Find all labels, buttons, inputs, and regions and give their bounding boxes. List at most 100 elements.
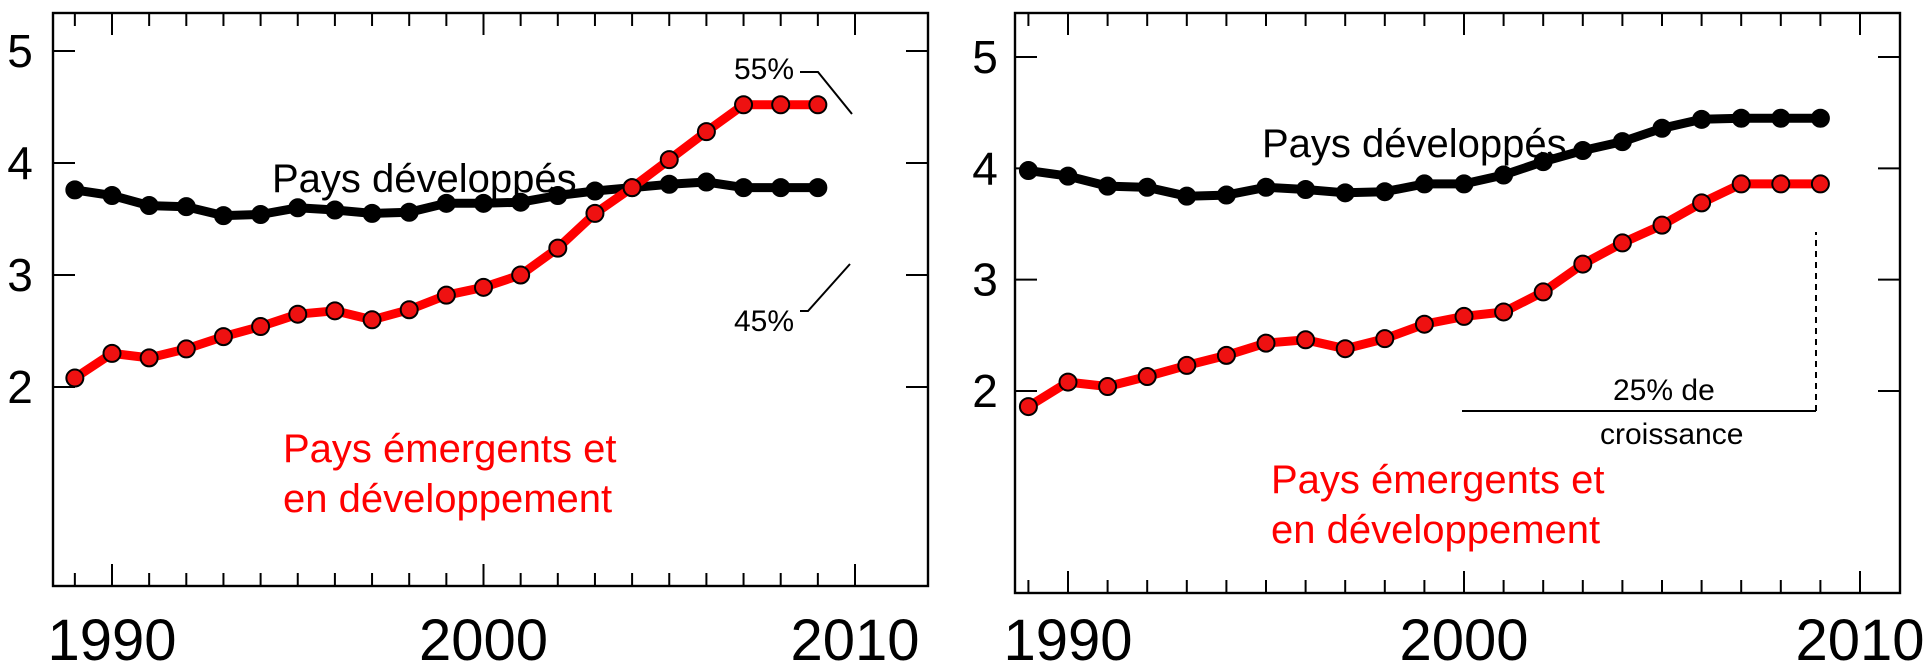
emerging-series-line bbox=[70, 100, 823, 383]
left-chart: 1990 2000 2010 2 3 4 5 Pays développés Pays ém… bbox=[7, 11, 930, 665]
right-growth-annotation-line1: 25% de bbox=[1613, 374, 1715, 407]
emerging-data-point bbox=[176, 339, 196, 359]
x-tick-label: 2010 bbox=[790, 608, 919, 665]
developed-data-point bbox=[362, 203, 382, 223]
emerging-data-point bbox=[585, 203, 605, 223]
developed-data-point bbox=[1771, 108, 1791, 128]
emerging-data-point bbox=[1573, 254, 1593, 274]
emerging-data-point bbox=[1414, 314, 1434, 334]
x-tick-label: 2000 bbox=[1399, 608, 1528, 665]
y-tick-label: 2 bbox=[7, 361, 33, 413]
right-plot-frame bbox=[1013, 11, 1902, 595]
developed-data-point bbox=[1810, 108, 1830, 128]
developed-data-point bbox=[176, 197, 196, 217]
emerging-data-point bbox=[1494, 302, 1514, 322]
right-developed-label: Pays développés bbox=[1262, 122, 1567, 166]
y-tick-label: 2 bbox=[972, 365, 998, 417]
emerging-data-point bbox=[251, 317, 271, 337]
developed-data-point bbox=[288, 198, 308, 218]
x-tick-label: 2000 bbox=[419, 608, 548, 665]
emerging-data-point bbox=[696, 122, 716, 142]
emerging-data-point bbox=[511, 265, 531, 285]
emerging-data-point bbox=[325, 301, 345, 321]
emerging-data-point bbox=[1137, 367, 1157, 387]
developed-data-point bbox=[1494, 165, 1514, 185]
developed-data-point bbox=[1058, 166, 1078, 186]
emerging-data-point bbox=[436, 285, 456, 305]
emerging-data-point bbox=[139, 348, 159, 368]
emerging-data-point bbox=[771, 95, 791, 115]
y-tick-label: 3 bbox=[7, 249, 33, 301]
x-tick-label: 1990 bbox=[47, 608, 176, 665]
right-emerging-label-line2: en développement bbox=[1271, 508, 1600, 552]
left-plot-frame bbox=[51, 11, 930, 588]
emerging-data-point bbox=[65, 368, 85, 388]
developed-data-point bbox=[139, 196, 159, 216]
developed-data-point bbox=[1652, 118, 1672, 138]
y-tick-label: 4 bbox=[972, 142, 998, 194]
right-growth-annotation-line2: croissance bbox=[1600, 418, 1743, 451]
developed-data-point bbox=[511, 192, 531, 212]
developed-data-point bbox=[1375, 182, 1395, 202]
right-chart: 1990 2000 2010 2 3 4 5 Pays développés Pays ém… bbox=[972, 11, 1925, 665]
y-tick-label: 5 bbox=[7, 25, 33, 77]
x-tick-label: 2010 bbox=[1795, 608, 1924, 665]
emerging-data-point bbox=[102, 343, 122, 363]
emerging-data-point bbox=[213, 327, 233, 347]
emerging-data-point bbox=[1098, 377, 1118, 397]
emerging-data-point bbox=[288, 304, 308, 324]
left-leader-55 bbox=[800, 71, 853, 115]
developed-data-point bbox=[1335, 183, 1355, 203]
developed-data-point bbox=[65, 180, 85, 200]
developed-data-point bbox=[771, 178, 791, 198]
emerging-data-point bbox=[1454, 306, 1474, 326]
emerging-data-point bbox=[808, 95, 828, 115]
emerging-data-point bbox=[1256, 333, 1276, 353]
developed-data-point bbox=[585, 181, 605, 201]
developed-data-point bbox=[659, 174, 679, 194]
developed-data-point bbox=[1414, 174, 1434, 194]
emerging-data-point bbox=[399, 300, 419, 320]
emerging-data-point bbox=[1533, 282, 1553, 302]
developed-data-point bbox=[696, 172, 716, 192]
left-series-lines bbox=[70, 100, 823, 383]
developed-data-point bbox=[251, 205, 271, 225]
developed-data-point bbox=[734, 178, 754, 198]
right-emerging-label-line1: Pays émergents et bbox=[1271, 458, 1605, 502]
emerging-data-point bbox=[1612, 233, 1632, 253]
emerging-data-point bbox=[1375, 329, 1395, 349]
developed-data-point bbox=[1256, 177, 1276, 197]
developed-data-point bbox=[399, 202, 419, 222]
developed-data-point bbox=[808, 178, 828, 198]
developed-data-point bbox=[213, 206, 233, 226]
y-tick-label: 5 bbox=[972, 31, 998, 83]
x-tick-label: 1990 bbox=[1003, 608, 1132, 665]
left-annotation-45pct: 45% bbox=[734, 305, 794, 338]
developed-data-point bbox=[325, 200, 345, 220]
developed-data-point bbox=[1098, 176, 1118, 196]
emerging-data-point bbox=[1177, 355, 1197, 375]
left-annotation-55pct: 55% bbox=[734, 53, 794, 86]
developed-data-point bbox=[1612, 132, 1632, 152]
left-leader-45 bbox=[800, 263, 851, 312]
emerging-data-point bbox=[1652, 215, 1672, 235]
left-axis-ticks: 1990 2000 2010 2 3 4 5 bbox=[7, 13, 928, 665]
emerging-data-point bbox=[1810, 174, 1830, 194]
developed-data-point bbox=[1137, 177, 1157, 197]
left-developed-label: Pays développés bbox=[272, 157, 577, 201]
left-emerging-label-line2: en développement bbox=[283, 477, 612, 521]
left-series-markers bbox=[65, 95, 828, 388]
emerging-data-point bbox=[1771, 174, 1791, 194]
developed-data-point bbox=[1177, 186, 1197, 206]
developed-data-point bbox=[1296, 179, 1316, 199]
emerging-data-point bbox=[1216, 345, 1236, 365]
developed-data-point bbox=[474, 193, 493, 213]
emerging-data-point bbox=[1058, 372, 1078, 392]
emerging-data-point bbox=[474, 277, 493, 297]
emerging-data-point bbox=[622, 178, 642, 198]
emerging-data-point bbox=[1731, 174, 1751, 194]
right-axis-ticks: 1990 2000 2010 2 3 4 5 bbox=[972, 13, 1925, 665]
developed-data-point bbox=[102, 185, 122, 205]
emerging-data-point bbox=[1692, 193, 1712, 213]
emerging-data-point bbox=[362, 310, 382, 330]
